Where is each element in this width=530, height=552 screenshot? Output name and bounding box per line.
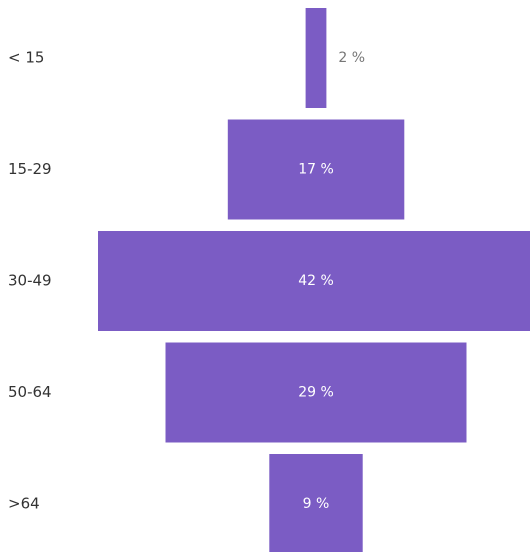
labels-layer: < 15 2 % 15-29 17 % 30-49 42 % 50-64 29 % >64 9 %	[8, 49, 365, 513]
bar-2	[98, 231, 530, 331]
bar-0	[305, 8, 327, 108]
category-label-3: 50-64	[8, 383, 52, 401]
category-label-4: >64	[8, 495, 40, 513]
category-label-1: 15-29	[8, 160, 52, 178]
value-label-3: 29 %	[298, 385, 334, 401]
value-label-2: 42 %	[298, 273, 334, 289]
bar-1	[227, 119, 405, 220]
value-label-4: 9 %	[303, 496, 330, 512]
bar-4	[269, 454, 363, 552]
bar-3	[165, 342, 467, 443]
bars-layer	[98, 8, 530, 552]
value-label-0: 2 %	[338, 50, 365, 66]
category-label-2: 30-49	[8, 272, 52, 290]
category-label-0: < 15	[8, 49, 44, 67]
value-label-1: 17 %	[298, 162, 334, 178]
